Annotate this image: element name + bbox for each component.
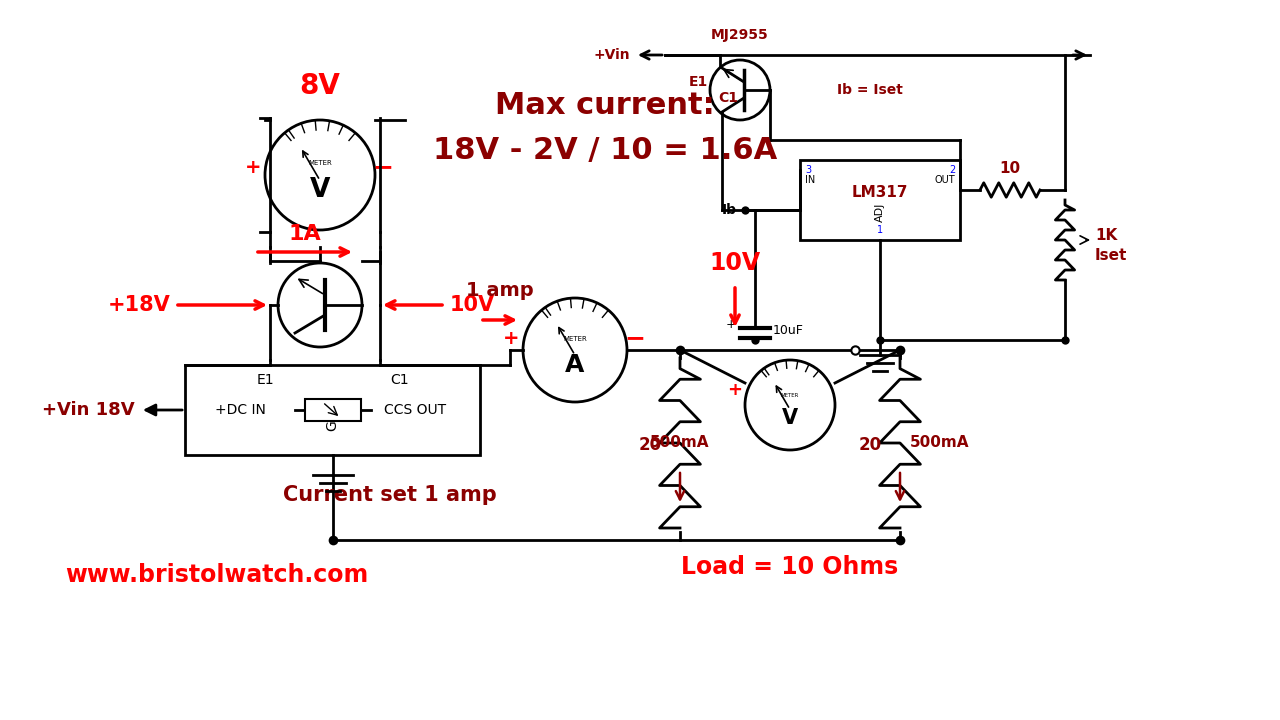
Text: 1: 1 [877, 225, 883, 235]
Text: 1 amp: 1 amp [466, 281, 534, 300]
Text: E1: E1 [256, 373, 274, 387]
Text: METER: METER [563, 336, 586, 341]
Bar [186, 365, 480, 455]
Text: ADJ: ADJ [876, 202, 884, 222]
Circle shape [278, 263, 362, 347]
Text: CCS OUT: CCS OUT [384, 403, 445, 417]
Text: IN: IN [805, 175, 815, 185]
Text: C1: C1 [718, 91, 739, 105]
Text: 10uF: 10uF [773, 323, 804, 336]
Text: 2: 2 [948, 165, 955, 175]
Circle shape [710, 60, 771, 120]
Text: 10V: 10V [451, 295, 495, 315]
Text: 3: 3 [805, 165, 812, 175]
Text: A: A [566, 353, 585, 377]
Text: 18V - 2V / 10 = 1.6A: 18V - 2V / 10 = 1.6A [433, 135, 777, 164]
Bar [800, 160, 960, 240]
Text: 20: 20 [859, 436, 882, 454]
Text: C1: C1 [390, 373, 410, 387]
Text: METER: METER [781, 392, 799, 397]
Text: −: − [372, 155, 393, 179]
Text: Ib: Ib [722, 203, 737, 217]
Text: +: + [727, 381, 742, 399]
Text: Max current:: Max current: [495, 91, 714, 120]
Text: E1: E1 [689, 75, 708, 89]
Text: MJ2955: MJ2955 [712, 28, 769, 42]
Circle shape [265, 120, 375, 230]
Bar [305, 399, 361, 421]
Text: −: − [625, 326, 645, 350]
Text: www.bristolwatch.com: www.bristolwatch.com [65, 563, 369, 587]
Circle shape [524, 298, 627, 402]
Text: OUT: OUT [934, 175, 955, 185]
Text: 1K: 1K [1094, 228, 1117, 243]
Text: METER: METER [308, 160, 332, 166]
Text: 10: 10 [1000, 161, 1020, 176]
Text: +: + [244, 158, 261, 176]
Text: +Vin 18V: +Vin 18V [42, 401, 134, 419]
Text: 10V: 10V [709, 251, 760, 275]
Text: LM317: LM317 [851, 184, 909, 199]
Text: 8V: 8V [300, 72, 340, 100]
Text: +: + [726, 318, 736, 330]
Text: +: + [503, 328, 520, 348]
Text: +DC IN: +DC IN [215, 403, 265, 417]
Text: Current set 1 amp: Current set 1 amp [283, 485, 497, 505]
Circle shape [745, 360, 835, 450]
Text: V: V [310, 177, 330, 204]
Text: +18V: +18V [108, 295, 170, 315]
Text: Ib = Iset: Ib = Iset [837, 83, 902, 97]
Text: Load = 10 Ohms: Load = 10 Ohms [681, 555, 899, 579]
Text: V: V [782, 408, 797, 428]
Text: +Vin: +Vin [594, 48, 630, 62]
Text: Iset: Iset [1094, 248, 1128, 263]
Text: 500mA: 500mA [910, 435, 969, 450]
Text: 1A: 1A [288, 224, 321, 244]
Text: GND: GND [325, 399, 339, 431]
Text: 20: 20 [639, 436, 662, 454]
Text: 500mA: 500mA [650, 435, 709, 450]
